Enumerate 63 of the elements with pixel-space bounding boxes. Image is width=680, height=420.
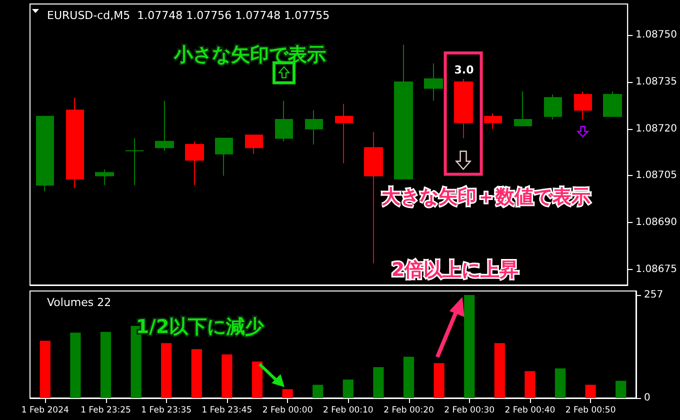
y-tick-label: 257	[644, 290, 664, 301]
bar	[312, 384, 324, 398]
y-tick-label: 1.08750	[636, 30, 678, 41]
annotation: 大きな矢印＋数値で表示	[382, 186, 590, 208]
x-tick-label: 2 Feb 00:00	[262, 406, 313, 416]
bar	[70, 332, 81, 398]
candlestick	[305, 110, 323, 145]
y-tick-label: 1.08705	[636, 170, 678, 182]
bar	[554, 368, 566, 398]
x-tick-label: 1 Feb 23:25	[80, 406, 131, 416]
candlestick	[484, 112, 502, 130]
candlestick	[394, 44, 413, 180]
candlestick	[155, 100, 174, 152]
x-tick-label: 2 Feb 00:50	[565, 406, 616, 416]
annotation: 3.0	[454, 64, 474, 76]
text: Volumes 22	[47, 296, 112, 309]
candlestick	[454, 78, 473, 139]
bar	[252, 362, 263, 398]
bar	[403, 356, 414, 398]
bar	[282, 389, 293, 398]
candlestick	[275, 100, 293, 142]
y-tick-label: 1.08675	[636, 264, 678, 275]
annotation: 2倍以上に上昇	[391, 259, 519, 281]
x-tick-label: 1 Feb 23:35	[141, 406, 192, 416]
candlestick	[603, 90, 622, 117]
candlestick	[364, 132, 383, 264]
bar	[524, 371, 536, 398]
x-tick-label: 2 Feb 00:10	[322, 406, 374, 416]
candlestick	[335, 103, 353, 164]
candlestick	[185, 140, 204, 186]
bar	[342, 380, 354, 398]
bar	[373, 367, 384, 398]
x-tick-label: 2 Feb 00:30	[444, 406, 495, 416]
candlestick	[36, 116, 54, 192]
y-tick-label: 1.08720	[636, 123, 678, 134]
candlestick	[215, 138, 233, 176]
candlestick	[544, 94, 562, 120]
x-tick-label: 1 Feb 2024	[21, 406, 69, 416]
candlestick	[245, 134, 263, 154]
y-tick-label: 0	[644, 392, 650, 404]
bar	[40, 340, 50, 398]
y-tick-label: 1.08690	[636, 217, 678, 228]
candlestick	[125, 138, 144, 186]
bar	[585, 384, 596, 398]
candlestick	[424, 62, 443, 102]
y-tick-label: 1.08735	[636, 76, 678, 88]
bar	[100, 332, 112, 398]
candlestick	[66, 97, 84, 189]
bar	[464, 295, 475, 398]
candlestick	[514, 90, 532, 126]
bar	[434, 363, 444, 398]
bar	[494, 343, 505, 398]
x-tick-label: 2 Feb 00:20	[384, 406, 434, 416]
bar	[616, 380, 626, 398]
bar	[161, 343, 172, 398]
x-tick-label: 2 Feb 00:40	[504, 406, 556, 416]
candlestick	[95, 168, 114, 186]
candlestick	[574, 90, 592, 120]
x-tick-label: 1 Feb 23:45	[202, 406, 252, 416]
bar	[191, 349, 202, 398]
annotation: 1/2以下に減少	[136, 316, 266, 338]
text: EURUSD-cd,M5 1.07748 1.07756 1.07748 1.07755	[47, 9, 330, 22]
bar	[222, 354, 232, 398]
